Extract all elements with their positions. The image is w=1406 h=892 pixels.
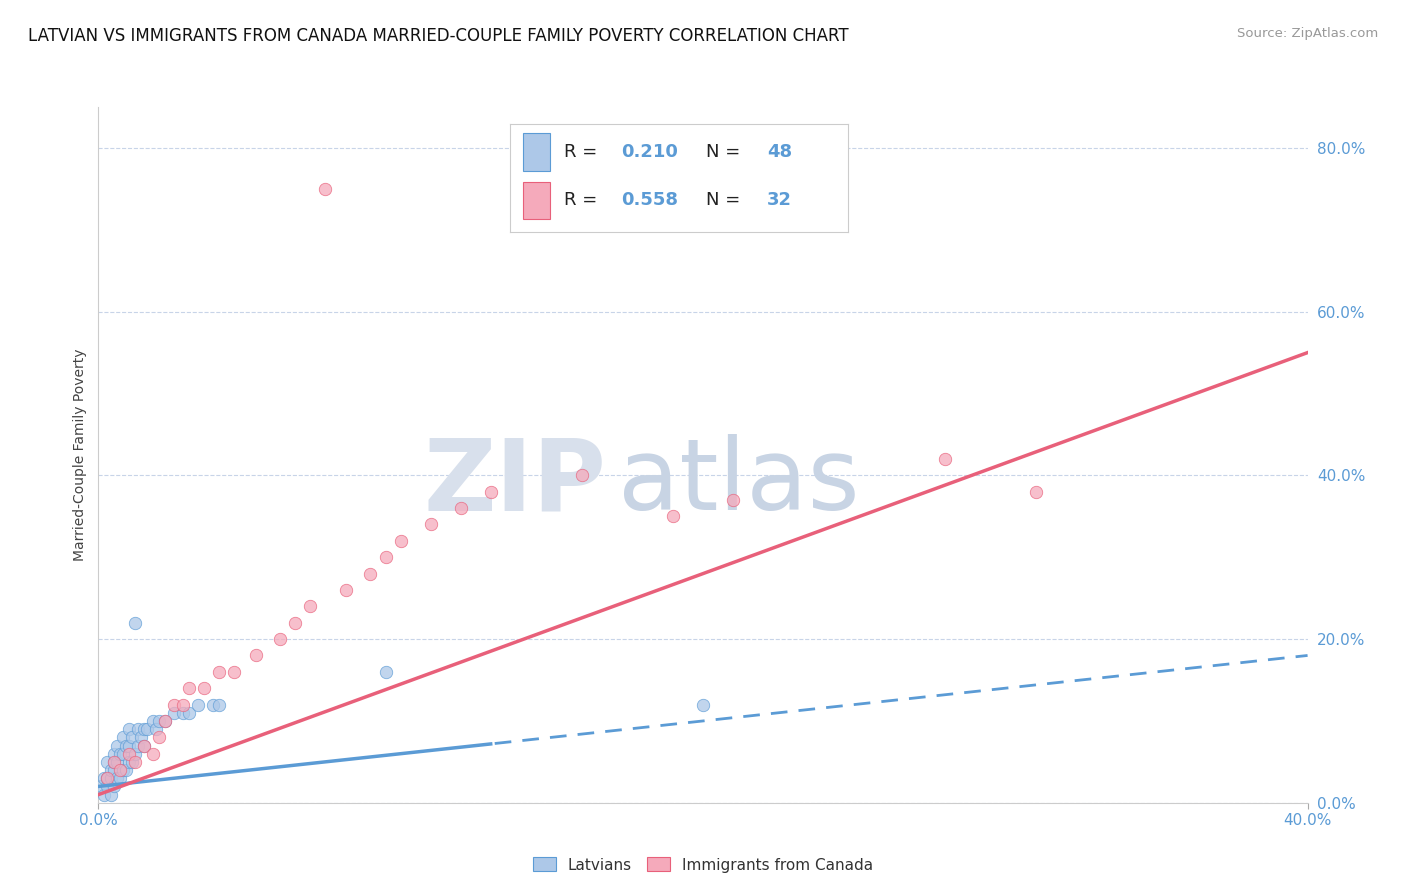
Point: [208, 698, 231, 712]
Point: [127, 739, 149, 753]
Point: [299, 599, 322, 614]
Point: [148, 714, 170, 728]
Point: [571, 468, 593, 483]
Point: [96, 771, 118, 785]
Point: [374, 550, 396, 565]
Point: [124, 747, 146, 761]
Text: atlas: atlas: [619, 434, 860, 532]
Point: [111, 731, 134, 745]
Point: [124, 615, 146, 630]
Point: [111, 747, 134, 761]
Point: [135, 722, 157, 736]
Point: [127, 722, 149, 736]
Point: [179, 706, 201, 720]
Point: [108, 763, 131, 777]
Point: [662, 509, 685, 524]
Point: [124, 755, 146, 769]
Point: [145, 722, 167, 736]
Point: [121, 755, 143, 769]
Legend: Latvians, Immigrants from Canada: Latvians, Immigrants from Canada: [526, 851, 880, 879]
Point: [93, 788, 115, 802]
Point: [284, 615, 307, 630]
Point: [314, 182, 336, 196]
Point: [121, 731, 143, 745]
Point: [132, 739, 155, 753]
Point: [132, 722, 155, 736]
Point: [103, 763, 125, 777]
Point: [118, 747, 141, 761]
Point: [374, 665, 396, 679]
Point: [132, 739, 155, 753]
Point: [103, 747, 125, 761]
Point: [96, 755, 118, 769]
Point: [105, 739, 128, 753]
Point: [103, 755, 125, 769]
Point: [335, 582, 357, 597]
Point: [96, 780, 118, 794]
Point: [118, 755, 141, 769]
Y-axis label: Married-Couple Family Poverty: Married-Couple Family Poverty: [73, 349, 87, 561]
Point: [179, 681, 201, 696]
Point: [118, 722, 141, 736]
Point: [90, 780, 112, 794]
Point: [114, 763, 136, 777]
Point: [148, 731, 170, 745]
Point: [450, 501, 472, 516]
Point: [129, 731, 152, 745]
Point: [360, 566, 382, 581]
Text: LATVIAN VS IMMIGRANTS FROM CANADA MARRIED-COUPLE FAMILY POVERTY CORRELATION CHAR: LATVIAN VS IMMIGRANTS FROM CANADA MARRIE…: [28, 27, 849, 45]
Point: [481, 484, 503, 499]
Point: [93, 771, 115, 785]
Point: [100, 763, 122, 777]
Point: [108, 771, 131, 785]
Point: [245, 648, 267, 663]
Point: [208, 665, 231, 679]
Point: [100, 788, 122, 802]
Point: [153, 714, 176, 728]
Point: [142, 747, 165, 761]
Point: [723, 492, 745, 507]
Point: [692, 698, 714, 712]
Point: [187, 698, 209, 712]
Point: [114, 739, 136, 753]
Text: ZIP: ZIP: [423, 434, 606, 532]
Point: [163, 698, 186, 712]
Point: [163, 706, 186, 720]
Point: [202, 698, 225, 712]
Point: [269, 632, 291, 646]
Point: [172, 698, 194, 712]
Point: [142, 714, 165, 728]
Point: [103, 755, 125, 769]
Point: [153, 714, 176, 728]
Point: [105, 771, 128, 785]
Point: [193, 681, 215, 696]
Point: [224, 665, 246, 679]
Text: Source: ZipAtlas.com: Source: ZipAtlas.com: [1237, 27, 1378, 40]
Point: [96, 771, 118, 785]
Point: [1024, 484, 1046, 499]
Point: [420, 517, 443, 532]
Point: [118, 739, 141, 753]
Point: [105, 755, 128, 769]
Point: [389, 533, 412, 548]
Point: [172, 706, 194, 720]
Point: [103, 780, 125, 794]
Point: [934, 452, 956, 467]
Point: [111, 763, 134, 777]
Point: [100, 771, 122, 785]
Point: [108, 747, 131, 761]
